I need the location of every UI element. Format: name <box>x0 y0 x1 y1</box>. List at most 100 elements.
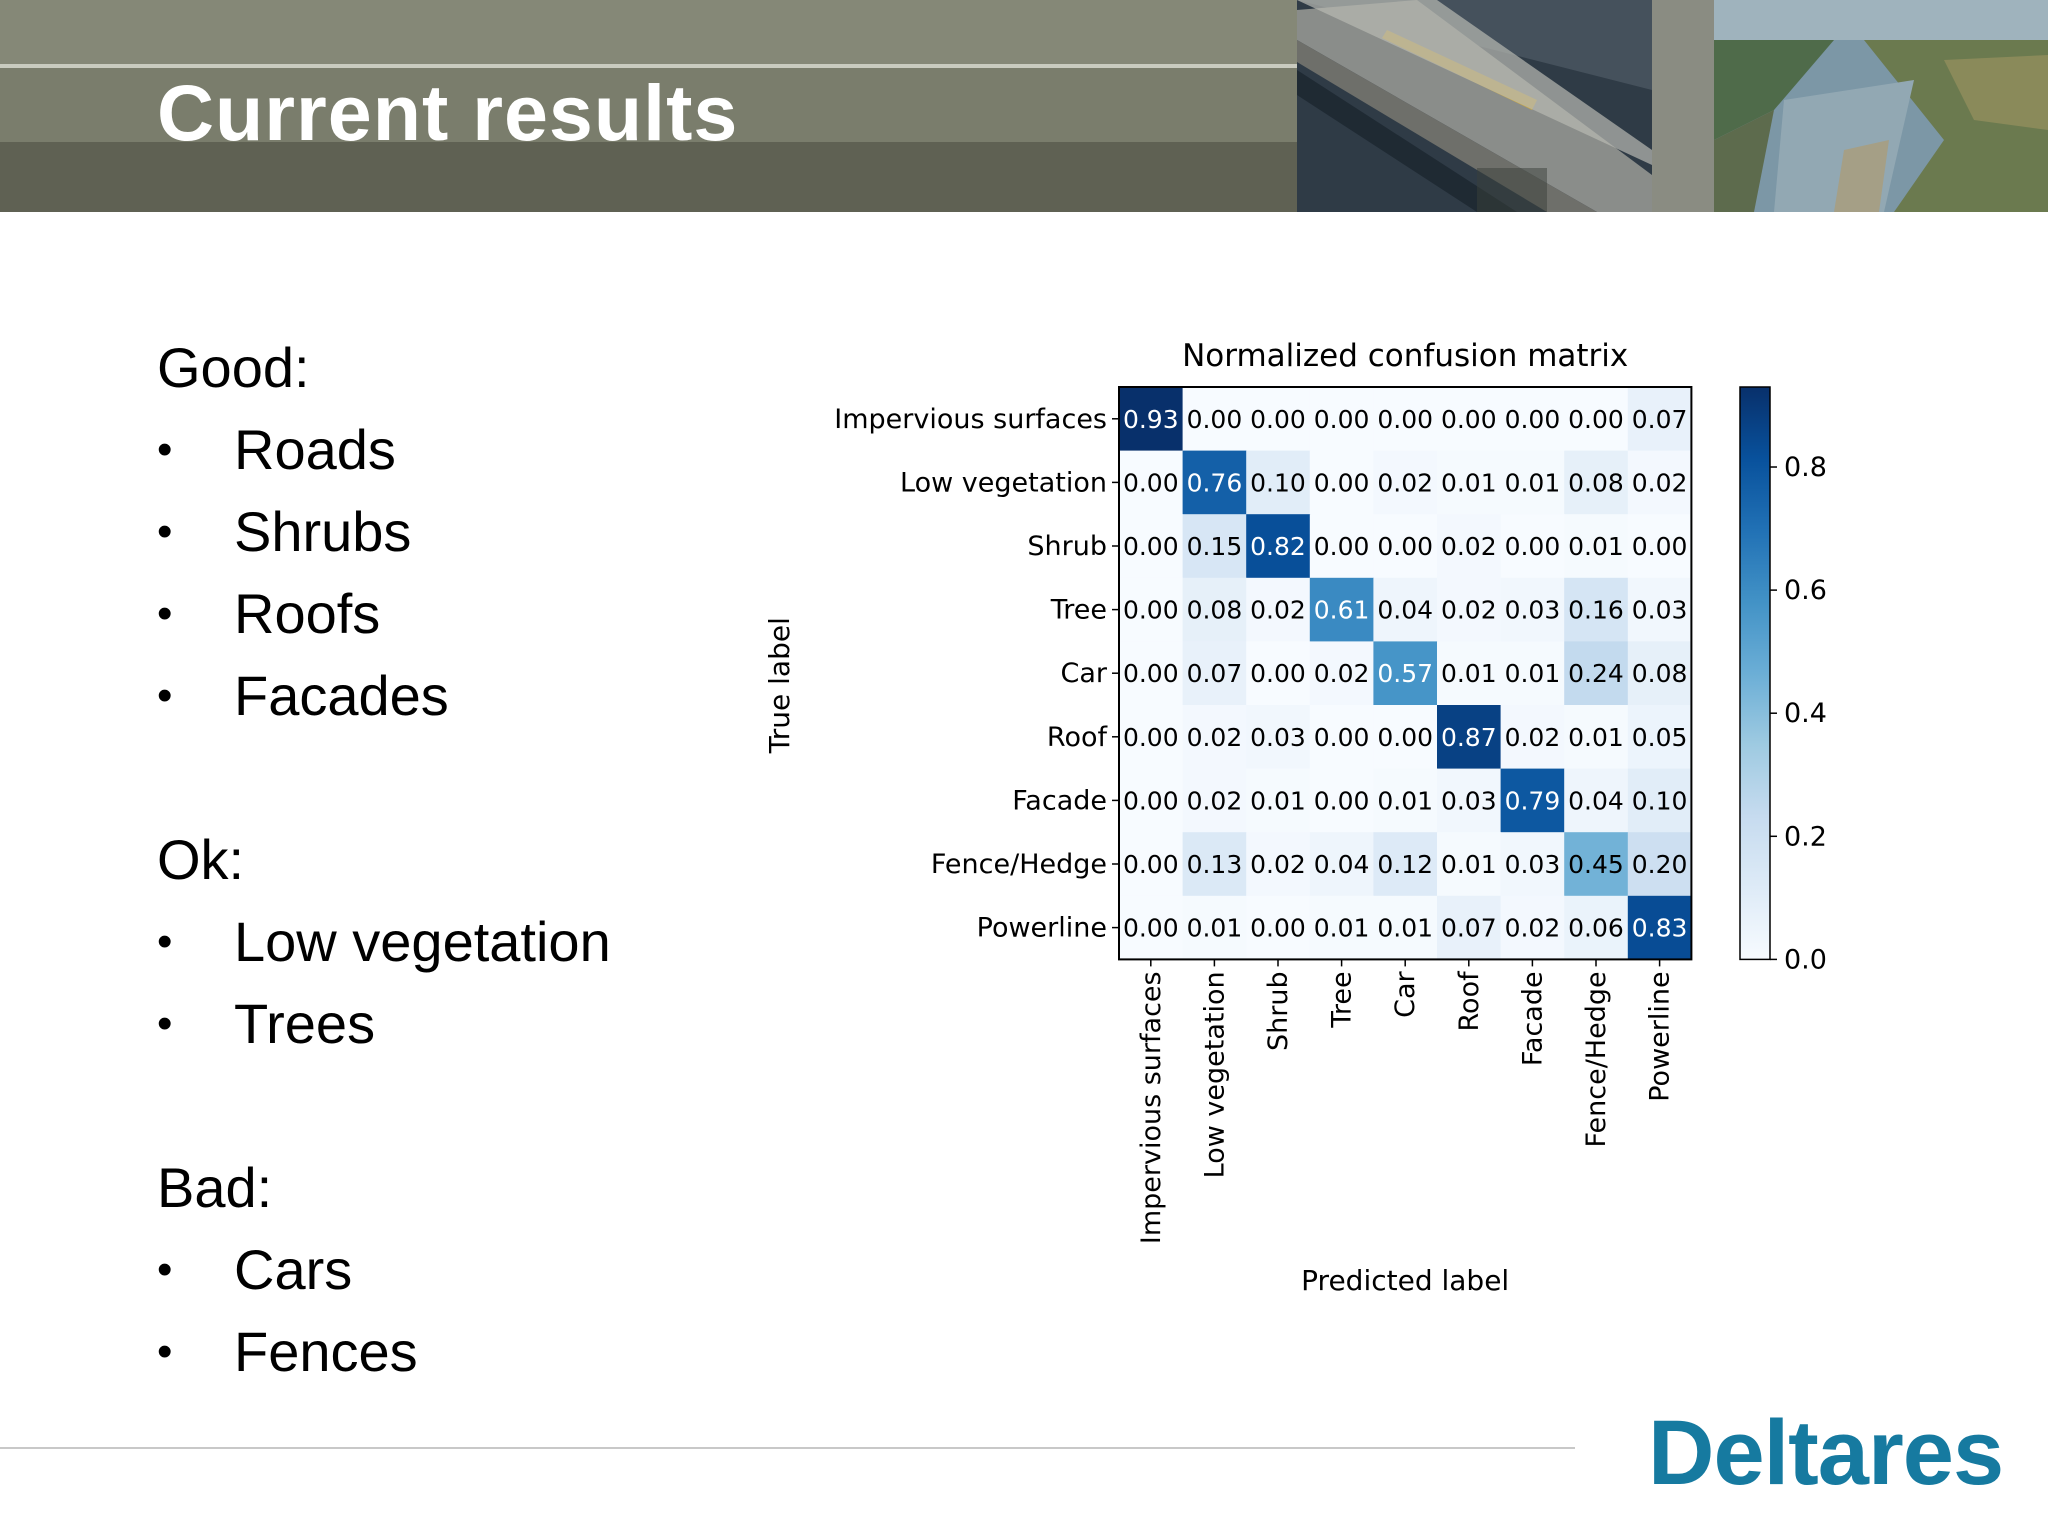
matrix-cell <box>1437 641 1502 706</box>
matrix-cell <box>1564 577 1629 642</box>
cell-value-label: 0.01 <box>1441 468 1497 497</box>
y-tick-label: Shrub <box>1027 531 1107 562</box>
cell-value-label: 0.03 <box>1505 596 1561 625</box>
matrix-cell <box>1373 641 1438 706</box>
matrix-cell <box>1373 577 1438 642</box>
cell-value-label: 0.01 <box>1187 914 1243 943</box>
header-band-bottom <box>0 142 1297 212</box>
cell-value-label: 0.87 <box>1441 723 1497 752</box>
cell-value-label: 0.01 <box>1505 659 1561 688</box>
bullet-icon: • <box>157 1245 173 1294</box>
cell-value-label: 0.00 <box>1314 723 1370 752</box>
cell-value-label: 0.20 <box>1632 850 1688 879</box>
slide-title: Current results <box>157 68 739 157</box>
photo-gap <box>1652 0 1714 212</box>
cell-value-label: 0.02 <box>1441 532 1497 561</box>
cell-value-label: 0.16 <box>1568 596 1624 625</box>
matrix-cell <box>1119 768 1184 833</box>
matrix-cell <box>1627 895 1692 960</box>
matrix-cell <box>1246 577 1311 642</box>
y-axis-label: True label <box>763 617 796 754</box>
bullet-icon: • <box>157 917 173 966</box>
x-tick-label: Fence/Hedge <box>1581 971 1612 1147</box>
matrix-cell <box>1564 768 1629 833</box>
matrix-cell <box>1500 577 1565 642</box>
list-item-text: Trees <box>234 992 376 1055</box>
matrix-cell <box>1309 895 1374 960</box>
matrix-cell <box>1246 514 1311 579</box>
cell-value-label: 0.00 <box>1568 405 1624 434</box>
matrix-cell <box>1373 705 1438 770</box>
y-tick-label: Tree <box>1050 595 1107 626</box>
cell-value-label: 0.83 <box>1632 914 1688 943</box>
matrix-cell <box>1564 641 1629 706</box>
cell-value-label: 0.02 <box>1250 850 1306 879</box>
matrix-cell <box>1437 514 1502 579</box>
cell-value-label: 0.01 <box>1568 723 1624 752</box>
matrix-cell <box>1373 514 1438 579</box>
y-tick-label: Low vegetation <box>900 467 1107 498</box>
matrix-cell <box>1437 450 1502 515</box>
header-banner <box>0 0 2048 212</box>
cell-value-label: 0.01 <box>1568 532 1624 561</box>
x-tick-label: Shrub <box>1263 971 1294 1051</box>
colorbar-tick-label: 0.2 <box>1784 821 1827 852</box>
cell-value-label: 0.00 <box>1123 723 1179 752</box>
cell-value-label: 0.03 <box>1441 786 1497 815</box>
cell-value-label: 0.13 <box>1187 850 1243 879</box>
list-item-text: Shrubs <box>234 500 412 563</box>
matrix-cell <box>1500 705 1565 770</box>
cell-value-label: 0.02 <box>1187 723 1243 752</box>
matrix-cell <box>1309 387 1374 452</box>
cell-value-label: 0.00 <box>1314 405 1370 434</box>
matrix-cell <box>1246 387 1311 452</box>
matrix-cell <box>1564 895 1629 960</box>
matrix-cell <box>1500 514 1565 579</box>
ok-heading: Ok: <box>157 828 245 891</box>
cell-value-label: 0.00 <box>1123 596 1179 625</box>
cell-value-label: 0.00 <box>1314 786 1370 815</box>
good-heading: Good: <box>157 336 310 399</box>
matrix-cell <box>1309 705 1374 770</box>
cell-value-label: 0.08 <box>1632 659 1688 688</box>
cell-value-label: 0.03 <box>1632 596 1688 625</box>
matrix-cell <box>1437 768 1502 833</box>
y-tick-label: Impervious surfaces <box>834 404 1107 435</box>
chart-title: Normalized confusion matrix <box>1182 338 1628 374</box>
colorbar-tick-label: 0.6 <box>1784 575 1827 606</box>
y-tick-label: Powerline <box>977 913 1107 944</box>
matrix-cell <box>1119 895 1184 960</box>
matrix-cell <box>1627 387 1692 452</box>
bullet-icon: • <box>157 425 173 474</box>
matrix-cell <box>1437 577 1502 642</box>
y-tick-label: Car <box>1061 658 1108 689</box>
matrix-cell <box>1119 387 1184 452</box>
cell-value-label: 0.82 <box>1250 532 1306 561</box>
matrix-cell <box>1119 641 1184 706</box>
x-tick-label: Car <box>1390 971 1421 1018</box>
matrix-cell <box>1564 450 1629 515</box>
cell-value-label: 0.02 <box>1377 468 1433 497</box>
cell-value-label: 0.01 <box>1441 659 1497 688</box>
matrix-cell <box>1373 832 1438 897</box>
cell-value-label: 0.01 <box>1441 850 1497 879</box>
cell-value-label: 0.02 <box>1632 468 1688 497</box>
x-tick-label: Powerline <box>1645 971 1676 1101</box>
cell-value-label: 0.93 <box>1123 405 1179 434</box>
cell-value-label: 0.01 <box>1505 468 1561 497</box>
cell-value-label: 0.00 <box>1441 405 1497 434</box>
list-item-text: Facades <box>234 664 449 727</box>
matrix-cell <box>1373 768 1438 833</box>
cell-value-label: 0.00 <box>1250 914 1306 943</box>
bullet-icon: • <box>157 507 173 556</box>
cell-value-label: 0.00 <box>1123 786 1179 815</box>
deltares-logo: Deltares <box>1648 1402 2004 1504</box>
matrix-cell <box>1182 832 1247 897</box>
matrix-cell <box>1246 895 1311 960</box>
cell-value-label: 0.00 <box>1505 532 1561 561</box>
cell-value-label: 0.04 <box>1314 850 1370 879</box>
cell-value-label: 0.06 <box>1568 914 1624 943</box>
matrix-cell <box>1182 895 1247 960</box>
matrix-cell <box>1309 514 1374 579</box>
footer-rule <box>0 1447 1575 1449</box>
